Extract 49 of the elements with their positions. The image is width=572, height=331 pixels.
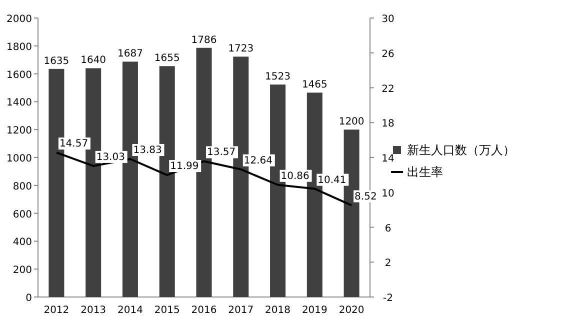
y2-tick-label: 10 [382, 188, 394, 200]
data-label: 1687 [117, 48, 143, 60]
y-tick-label: 400 [12, 237, 32, 248]
legend-label: 新生人口数（万人） [407, 143, 515, 157]
x-tick-label: 2020 [338, 305, 364, 316]
x-tick-label: 2014 [117, 305, 143, 316]
data-label: 1655 [154, 53, 180, 64]
data-label: 13.57 [207, 147, 236, 158]
y-tick-label: 1600 [6, 70, 32, 81]
data-label: 14.57 [59, 138, 88, 150]
y-tick-label: 200 [12, 265, 32, 276]
data-label: 1523 [265, 72, 291, 83]
y2-tick-label: 6 [384, 223, 392, 234]
data-label: 12.64 [244, 155, 273, 166]
x-tick-label: 2016 [191, 305, 217, 316]
y-tick-label: 0 [26, 293, 32, 304]
data-label: 8.52 [354, 191, 377, 202]
x-tick-label: 2018 [265, 305, 291, 316]
y-tick-label: 800 [12, 181, 32, 192]
data-label: 1635 [44, 56, 70, 67]
data-label: 1640 [80, 55, 106, 66]
data-label: 10.41 [318, 174, 346, 186]
y2-tick-label: 2 [384, 258, 392, 270]
x-tick-label: 2019 [302, 305, 328, 316]
data-label: 1786 [191, 34, 217, 46]
y2-tick-label: 14 [382, 154, 394, 164]
data-label: 1200 [338, 116, 364, 128]
y-tick-label: 1200 [6, 126, 32, 137]
y-tick-label: 1800 [6, 42, 32, 53]
data-label: 1723 [228, 44, 254, 55]
data-label: 11.99 [170, 161, 199, 172]
y2-tick-label: 18 [382, 118, 394, 130]
data-label: 13.03 [96, 152, 125, 163]
y2-tick-label: 26 [382, 48, 394, 60]
data-label: 13.83 [133, 144, 162, 156]
data-label: 10.86 [280, 170, 310, 182]
y-tick-label: 2000 [6, 14, 32, 25]
x-tick-label: 2015 [154, 305, 180, 316]
legend-label: 出生率 [407, 165, 443, 179]
y-tick-label: 1400 [6, 98, 32, 109]
y2-tick-label: -2 [383, 293, 393, 304]
data-label: 1465 [302, 80, 328, 91]
y-tick-label: 1000 [6, 154, 32, 164]
y2-tick-label: 22 [382, 84, 394, 95]
x-tick-label: 2013 [80, 305, 106, 316]
y2-tick-label: 30 [382, 14, 394, 25]
x-tick-label: 2017 [228, 305, 254, 316]
y-tick-label: 600 [12, 209, 32, 220]
x-tick-label: 2012 [44, 305, 70, 316]
